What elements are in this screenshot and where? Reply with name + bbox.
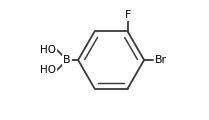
Text: HO: HO <box>40 65 56 75</box>
Text: F: F <box>125 10 131 20</box>
Text: Br: Br <box>154 55 166 65</box>
Text: B: B <box>63 55 71 65</box>
Text: HO: HO <box>40 45 56 55</box>
